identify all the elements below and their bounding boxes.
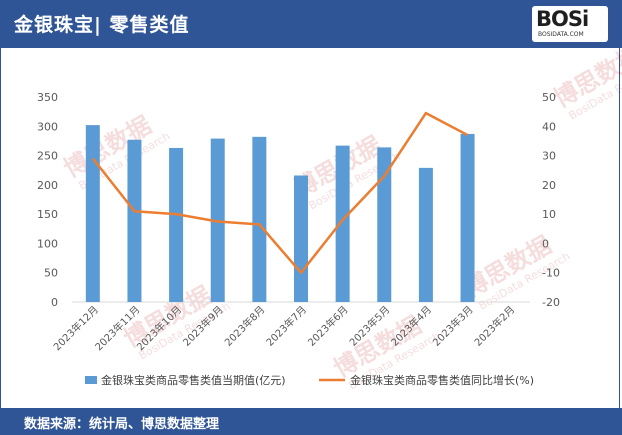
right-axis-tick-label: -10 xyxy=(542,267,560,280)
line-series xyxy=(91,111,469,274)
header-bar: 金银珠宝| 零售类值 BOSi BOSIDATA.COM xyxy=(0,0,622,48)
left-axis-tick-label: 200 xyxy=(37,179,58,192)
bar xyxy=(294,175,308,302)
page-title: 金银珠宝| 零售类值 xyxy=(14,14,190,36)
legend: 金银珠宝类商品零售类值当期值(亿元) 金银珠宝类商品零售类值同比增长(%) xyxy=(85,373,534,387)
logo-subtext: BOSIDATA.COM xyxy=(538,31,584,38)
left-axis-tick-label: 250 xyxy=(37,150,58,163)
bar xyxy=(418,167,433,302)
right-axis-tick-label: -20 xyxy=(542,296,560,309)
right-axis-tick-label: 20 xyxy=(542,179,556,192)
left-axis-tick-label: 350 xyxy=(37,91,58,104)
left-axis-tick-label: 0 xyxy=(51,296,58,309)
x-axis-tick-label: 2023年7月 xyxy=(263,303,309,349)
bosi-logo: BOSi BOSIDATA.COM xyxy=(532,6,608,42)
left-axis: 0 50 100 150 200 250 300 350 xyxy=(37,91,58,309)
right-axis: -20 -10 0 10 20 30 40 50 xyxy=(542,91,560,309)
x-axis-tick-label: 2023年3月 xyxy=(430,303,476,349)
bar xyxy=(252,136,267,302)
bar xyxy=(169,147,184,302)
left-axis-tick-label: 300 xyxy=(37,120,58,133)
bar xyxy=(377,147,392,302)
right-axis-tick-label: 10 xyxy=(542,208,556,221)
right-axis-tick-label: 40 xyxy=(542,120,556,133)
bar-series xyxy=(85,125,475,302)
data-source-note: 数据来源：统计局、博思数据整理 xyxy=(24,417,220,432)
legend-bar-swatch xyxy=(85,376,97,384)
x-axis-tick-label: 2023年2月 xyxy=(471,303,517,349)
legend-line-label: 金银珠宝类商品零售类值同比增长(%) xyxy=(350,373,534,387)
right-axis-tick-label: 50 xyxy=(542,91,556,104)
bar xyxy=(85,125,100,302)
right-axis-tick-label: 0 xyxy=(542,237,549,250)
x-axis: 2023年12月2023年11月2023年10月2023年9月2023年8月20… xyxy=(51,301,530,353)
logo-text: BOSi xyxy=(536,7,589,31)
x-axis-tick-label: 2023年6月 xyxy=(305,303,351,349)
left-axis-tick-label: 150 xyxy=(37,208,58,221)
left-axis-tick-label: 100 xyxy=(37,237,58,250)
growth-line xyxy=(91,111,469,274)
bar xyxy=(335,145,350,302)
legend-bar-label: 金银珠宝类商品零售类值当期值(亿元) xyxy=(101,373,286,387)
footer-bar: 数据来源：统计局、博思数据整理 xyxy=(0,408,622,435)
bar xyxy=(127,139,142,302)
right-axis-tick-label: 30 xyxy=(542,150,556,163)
left-axis-tick-label: 50 xyxy=(44,267,58,280)
bar xyxy=(460,133,475,302)
